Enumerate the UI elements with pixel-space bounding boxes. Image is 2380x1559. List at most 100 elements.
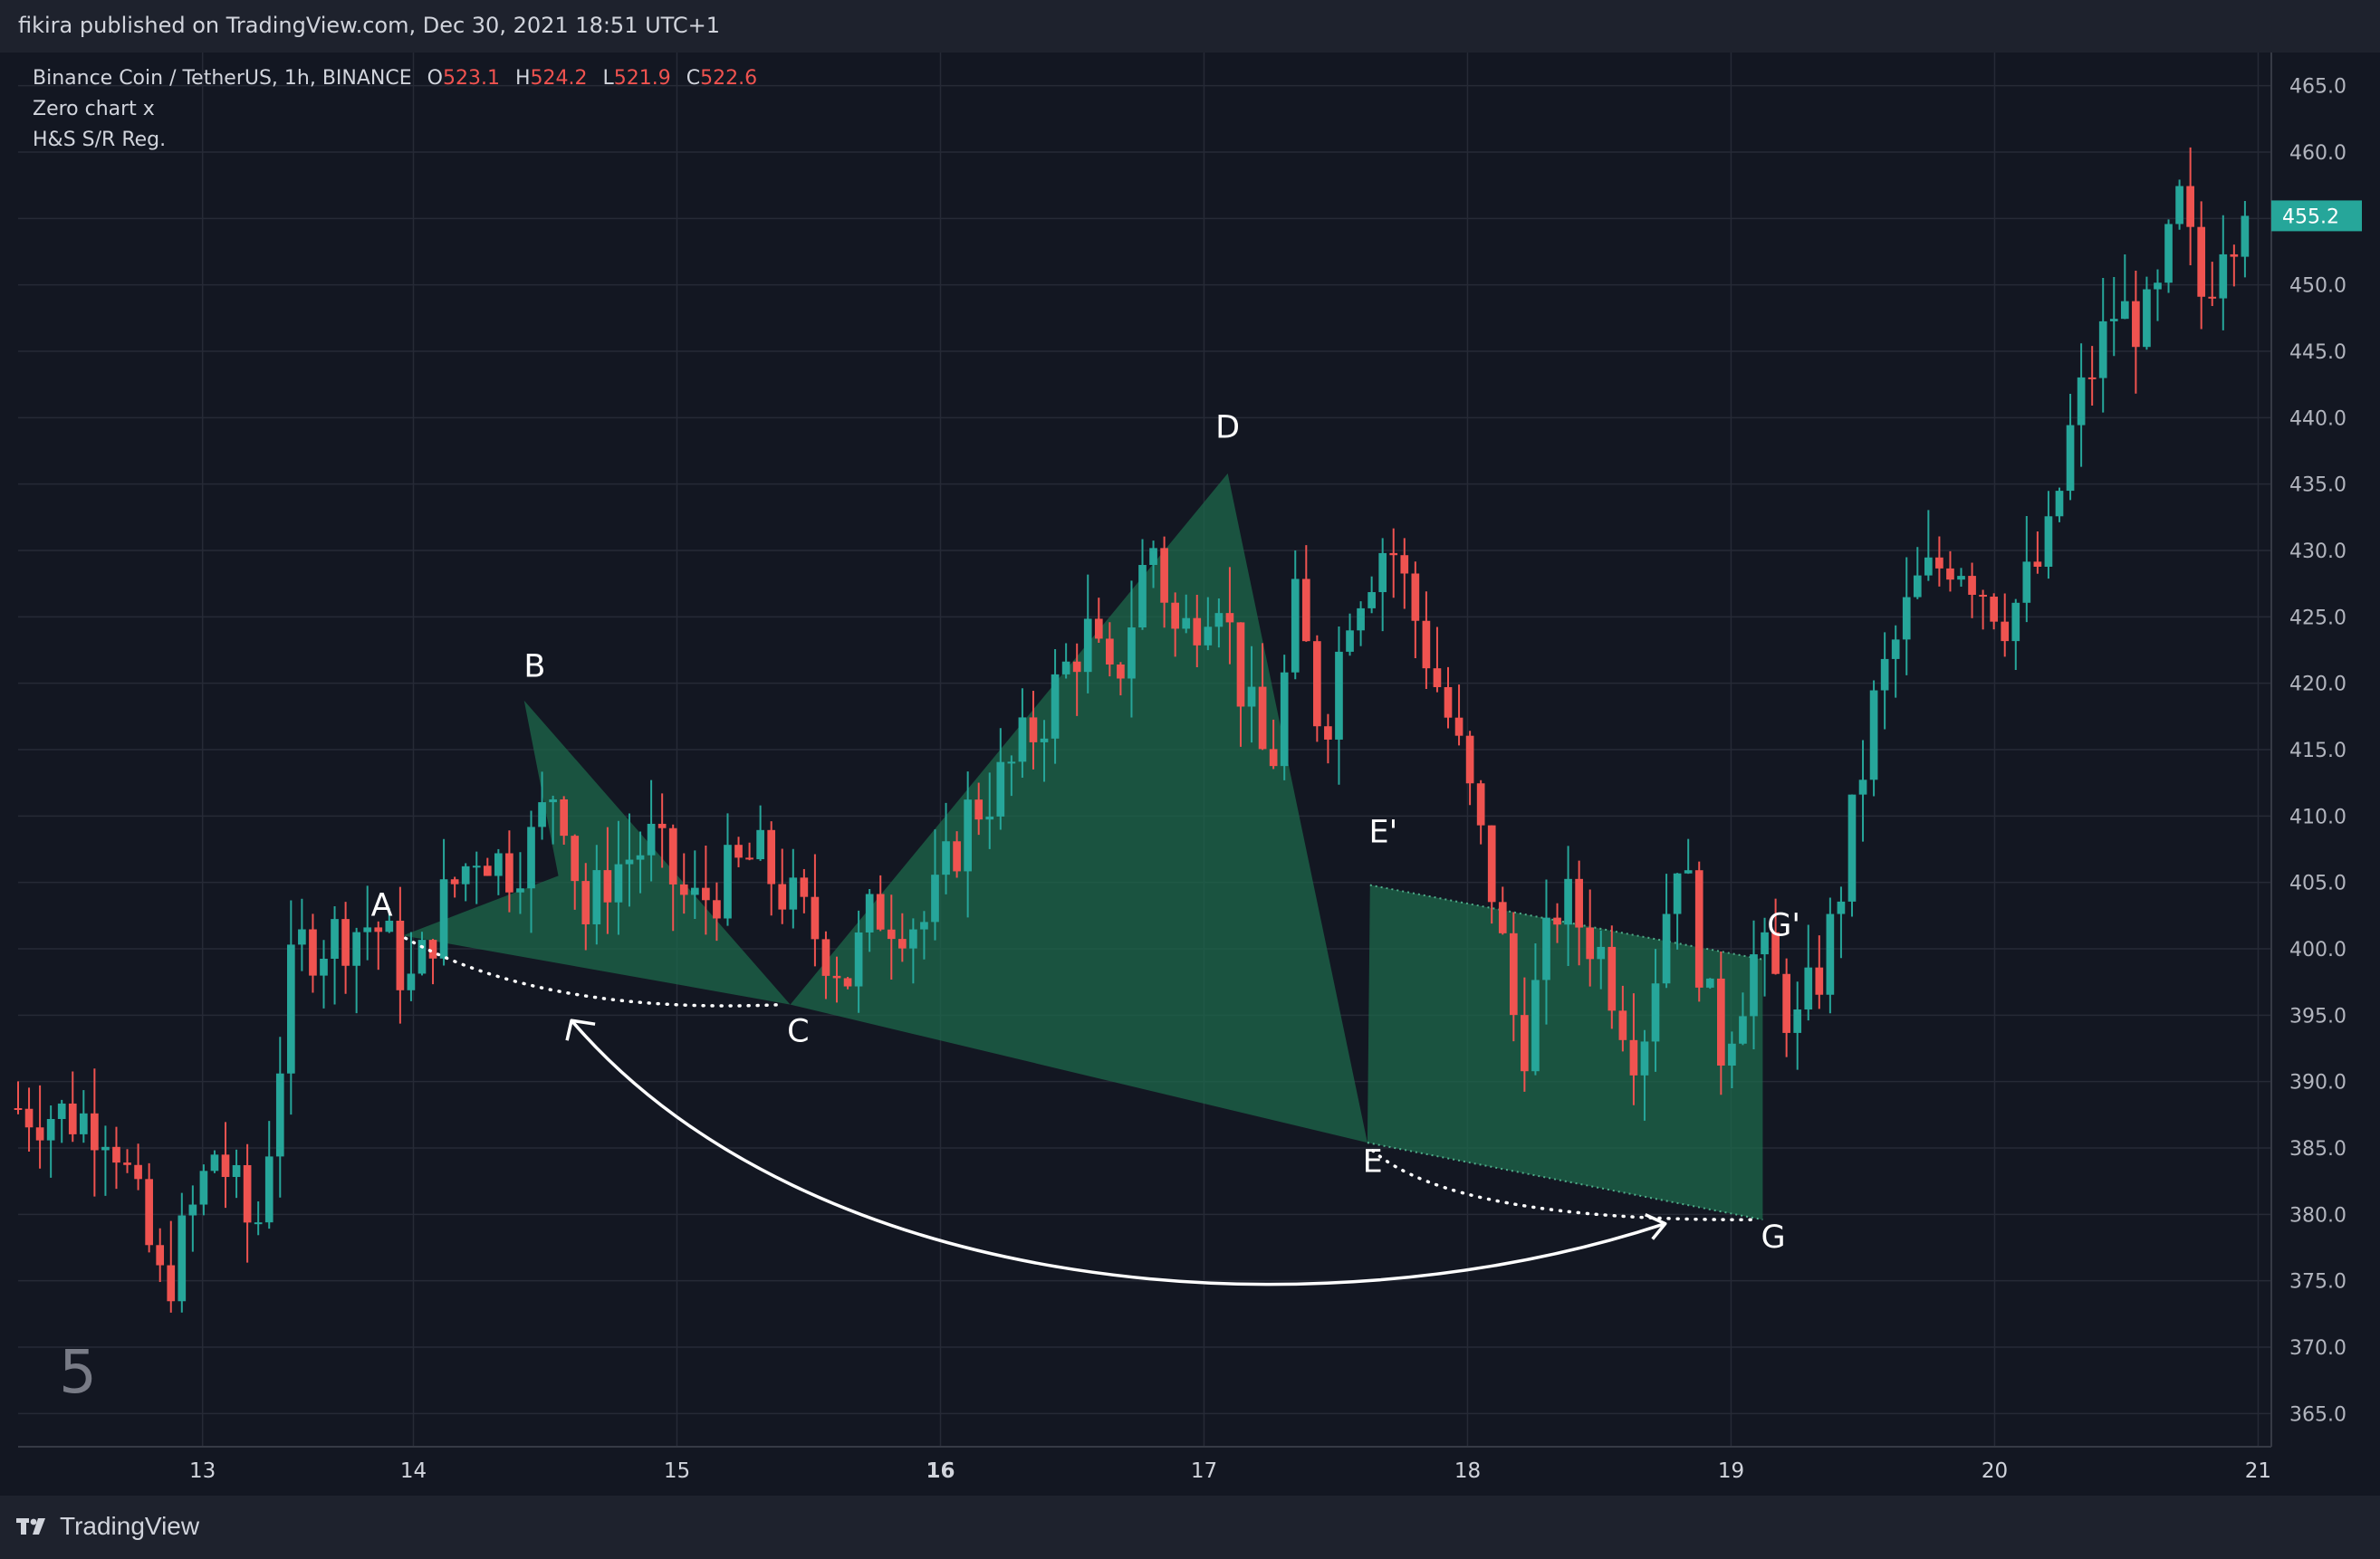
y-tick-label: 445.0 <box>2289 341 2346 364</box>
candle-body <box>156 1245 165 1266</box>
legend-symbol: Binance Coin / TetherUS, 1h, BINANCE <box>33 67 412 90</box>
candle-body <box>1902 597 1911 640</box>
candle-body <box>1782 973 1790 1033</box>
candle-body <box>2120 301 2129 320</box>
candle-body <box>1705 978 1714 988</box>
candle-body <box>876 894 885 930</box>
candle-body <box>1269 749 1278 767</box>
candle-body <box>668 827 677 885</box>
candle-body <box>1007 761 1016 764</box>
candle-body <box>1761 932 1769 955</box>
candle-body <box>1160 548 1168 603</box>
candle-body <box>68 1103 77 1134</box>
candle-body <box>1750 954 1758 1017</box>
x-tick-label: 19 <box>1718 1459 1744 1483</box>
candle-body <box>1214 613 1224 627</box>
chart-legend: Binance Coin / TetherUS, 1h, BINANCE O52… <box>33 63 757 156</box>
candle-body <box>1662 913 1671 984</box>
axes: 465.0460.0455.0450.0445.0440.0435.0430.0… <box>18 53 2362 1483</box>
candle-body <box>374 927 383 933</box>
publish-header: fikira published on TradingView.com, Dec… <box>0 0 2380 53</box>
candle-body <box>1957 576 1965 580</box>
candle-body <box>1575 878 1583 928</box>
candle-body <box>1553 917 1561 925</box>
candle-body <box>2098 320 2107 378</box>
candle-body <box>46 1119 55 1141</box>
candle-body <box>1793 1009 1802 1033</box>
candle-body <box>1640 1041 1649 1076</box>
candle-body <box>625 859 634 865</box>
candle-body <box>275 1073 284 1157</box>
y-tick-label: 370.0 <box>2289 1337 2346 1360</box>
pattern-label: D <box>1215 409 1240 445</box>
dotted-curve-ac <box>404 936 784 1008</box>
candle-body <box>363 927 372 933</box>
tradingview-logo[interactable]: TradingView <box>16 1512 199 1541</box>
candle-body <box>24 1108 34 1128</box>
candle-body <box>1946 568 1954 580</box>
candle-body <box>1629 1039 1638 1076</box>
x-tick-label: 21 <box>2245 1459 2271 1483</box>
candle-body <box>931 875 939 923</box>
candle-body <box>1247 686 1256 707</box>
candle-body <box>1061 661 1070 674</box>
candle-body <box>461 866 470 885</box>
candle-body <box>79 1113 88 1134</box>
candle-body <box>647 823 656 856</box>
candle-body <box>1128 627 1136 679</box>
tradingview-logo-text: TradingView <box>60 1512 200 1540</box>
candle-body <box>2033 561 2042 567</box>
candle-body <box>254 1222 263 1225</box>
x-tick-label: 13 <box>189 1459 216 1483</box>
candle-body <box>713 900 721 919</box>
last-price-label: 455.2 <box>2282 206 2339 228</box>
candle-body <box>1913 575 1922 598</box>
candle-body <box>450 879 459 885</box>
candle-body <box>657 823 667 828</box>
x-tick-label: 20 <box>1982 1459 2008 1483</box>
candle-body <box>1313 641 1321 727</box>
candle-body <box>210 1154 219 1172</box>
candle-body <box>1411 573 1420 621</box>
last-price-tag <box>2271 200 2362 232</box>
candle-body <box>1182 617 1191 629</box>
candle-body <box>1171 602 1180 629</box>
candle-body <box>1979 595 1987 598</box>
candle-body <box>843 978 852 987</box>
pattern-label: E <box>1363 1143 1383 1180</box>
candle-body <box>1476 783 1485 826</box>
candle-body <box>1357 607 1365 631</box>
candle-body <box>123 1162 131 1165</box>
candle-body <box>1694 870 1703 988</box>
x-tick-label: 16 <box>926 1459 955 1483</box>
candle-body <box>1106 638 1114 665</box>
legend-close: 522.6 <box>700 67 758 90</box>
candle-body <box>91 1113 99 1151</box>
legend-indicator-2[interactable]: H&S S/R Reg. <box>33 129 167 151</box>
candle-body <box>887 929 896 940</box>
candle-body <box>1094 618 1103 639</box>
candle-body <box>1858 780 1867 795</box>
candle-body <box>1083 618 1092 673</box>
y-tick-label: 450.0 <box>2289 275 2346 298</box>
candle-body <box>942 841 950 875</box>
candle-body <box>1804 967 1813 1010</box>
candle-body <box>811 896 820 940</box>
candle-body <box>472 866 481 868</box>
candle-body <box>2219 253 2228 299</box>
candle-body <box>1968 576 1976 596</box>
legend-low: 521.9 <box>613 67 671 90</box>
y-tick-label: 405.0 <box>2289 873 2346 895</box>
candle-body <box>1378 552 1387 593</box>
y-tick-label: 430.0 <box>2289 540 2346 563</box>
pattern-label: E' <box>1368 815 1397 851</box>
candle-body <box>996 761 1005 817</box>
legend-indicator-1[interactable]: Zero chart x <box>33 98 155 120</box>
candle-body <box>964 799 972 872</box>
candle-body <box>309 929 317 976</box>
candle-body <box>1651 983 1660 1042</box>
candle-body <box>2077 377 2086 426</box>
candle-body <box>2132 301 2140 348</box>
candle-body <box>1935 557 1943 569</box>
